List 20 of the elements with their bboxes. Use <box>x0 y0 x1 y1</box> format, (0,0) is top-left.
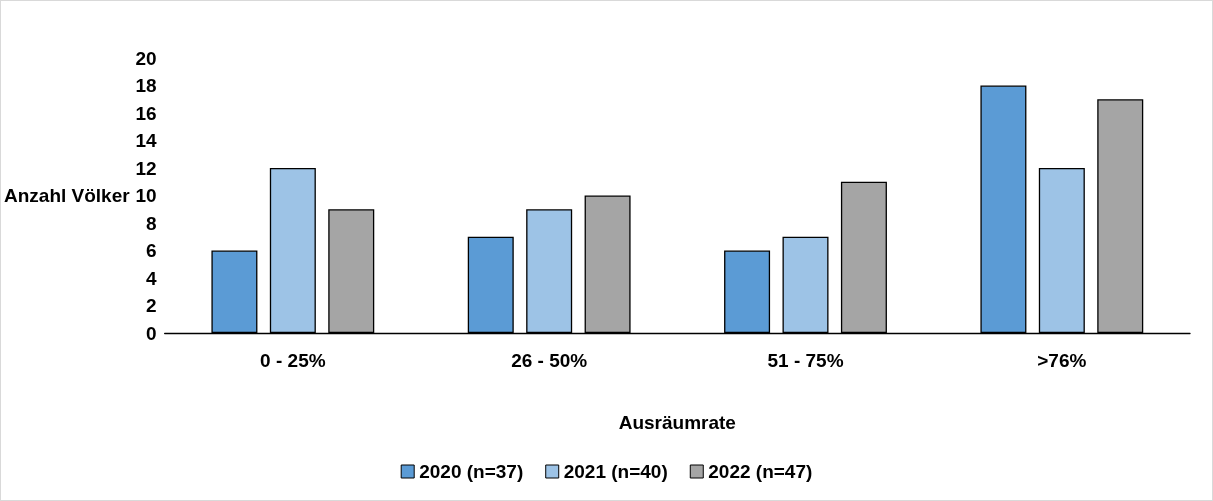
y-tick-label: 4 <box>146 267 158 289</box>
y-tick-label: 12 <box>135 157 157 179</box>
x-tick-label: 26 - 50% <box>511 350 588 371</box>
x-axis-title: Ausräumrate <box>618 412 736 433</box>
y-tick-label: 14 <box>135 130 158 151</box>
y-tick-label: 0 <box>146 322 157 344</box>
y-tick-label: 16 <box>135 102 157 124</box>
x-tick-label: 51 - 75% <box>767 350 844 371</box>
y-tick-label: 20 <box>135 47 157 69</box>
x-tick-label: 0 - 25% <box>260 350 326 371</box>
y-tick-label: 6 <box>146 240 157 261</box>
legend-label: 2021 (n=40) <box>563 461 668 482</box>
legend-label: 2022 (n=47) <box>708 461 813 482</box>
y-tick-label: 18 <box>135 75 157 96</box>
x-tick-label: >76% <box>1037 350 1087 371</box>
legend-label: 2020 (n=37) <box>419 461 524 482</box>
y-axis-title: Anzahl Völker <box>3 185 131 206</box>
y-tick-label: 8 <box>146 212 157 234</box>
y-tick-label: 2 <box>146 295 157 316</box>
y-tick-label: 10 <box>135 185 157 206</box>
